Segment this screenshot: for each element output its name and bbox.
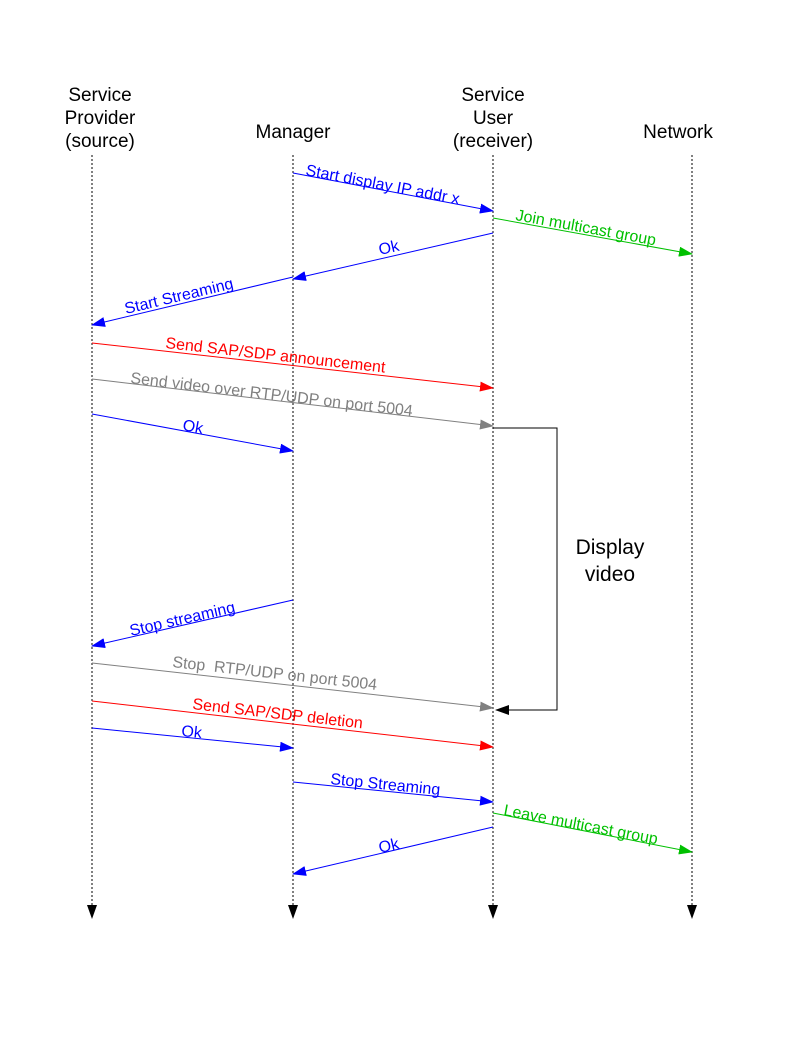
participant-user-label-line-2: User [473,108,514,129]
message-start-display-label: Start display IP addr x [304,162,461,208]
message-ok-4: Ok [292,826,494,876]
participant-provider-label-line-2: Provider [65,108,136,129]
participant-manager-label: Manager [256,122,332,143]
message-stop-streaming-2-label: Stop Streaming [330,771,441,799]
message-start-display-arrow [292,172,494,214]
message-ok-2-arrow [91,413,294,454]
participant-user-label-line-3: (receiver) [453,131,533,152]
message-stop-streaming-1-arrow [91,599,294,648]
note-display-video: Display video [493,427,645,715]
message-sap-deletion-label: Send SAP/SDP deletion [192,696,364,732]
message-sap-announcement-label: Send SAP/SDP announcement [165,335,387,377]
message-send-video-label: Send video over RTP/UDP on port 5004 [130,370,414,420]
message-ok-3-arrow [91,727,294,752]
message-stop-rtp-arrow [91,662,494,712]
participant-provider-label-line-3: (source) [65,131,135,152]
participant-provider: Service Provider (source) [65,85,136,152]
message-leave-multicast-arrow [492,812,693,855]
message-stop-streaming-1-label: Stop streaming [128,599,237,640]
message-sap-deletion-arrow [91,700,494,751]
message-join-multicast-arrow [492,217,693,257]
message-ok-2: Ok [91,413,294,454]
participant-user-label-line-1: Service [461,85,524,106]
message-ok-3-label: Ok [181,723,204,742]
display-video-bracket [493,427,558,715]
participant-manager: Manager [256,122,332,143]
participant-network: Network [643,122,713,143]
message-ok-4-arrow [292,826,494,876]
participant-network-label: Network [643,122,713,143]
display-video-label-line-2: video [585,563,635,586]
message-sap-announcement-arrow [91,342,494,392]
message-ok-4-label: Ok [377,836,402,857]
participant-provider-label-line-1: Service [68,85,131,106]
message-leave-multicast-label: Leave multicast group [502,802,659,848]
message-send-video: Send video over RTP/UDP on port 5004 [91,370,494,430]
message-ok-3: Ok [91,723,294,752]
message-stop-streaming-2: Stop Streaming [292,771,494,806]
message-ok-1-arrow [292,232,494,281]
message-join-multicast: Join multicast group [492,207,693,257]
message-ok-1-label: Ok [377,238,402,259]
message-leave-multicast: Leave multicast group [492,802,693,855]
message-start-display: Start display IP addr x [292,162,494,214]
message-start-streaming-arrow [91,276,294,327]
participant-user: Service User (receiver) [453,85,533,152]
lifelines [87,155,697,919]
display-video-label-line-1: Display [576,536,645,559]
message-ok-2-label: Ok [181,417,205,438]
message-start-streaming-label: Start Streaming [123,276,235,318]
message-stop-rtp-label: Stop RTP/UDP on port 5004 [172,654,378,694]
message-ok-1: Ok [292,232,494,281]
message-send-video-arrow [91,378,494,430]
message-start-streaming: Start Streaming [91,276,294,327]
message-stop-streaming-2-arrow [292,781,494,806]
message-join-multicast-label: Join multicast group [514,207,657,249]
message-stop-streaming-1: Stop streaming [91,599,294,648]
